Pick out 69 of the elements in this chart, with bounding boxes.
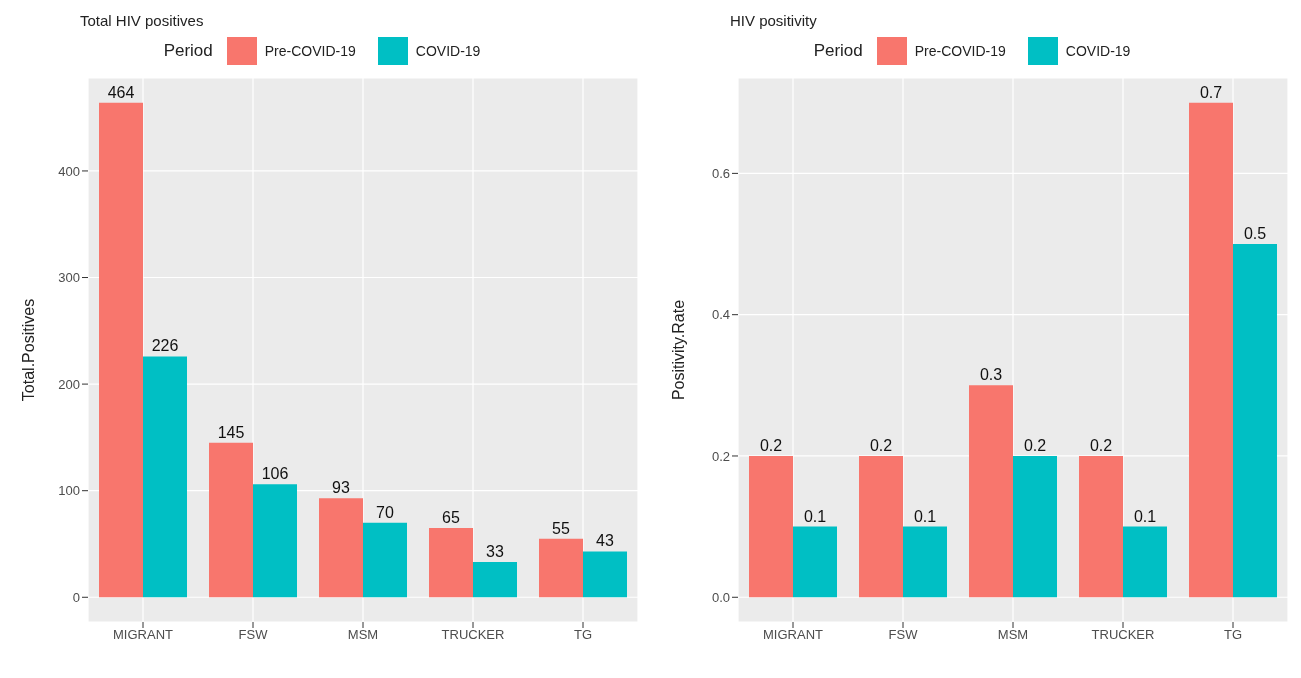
x-tick-label: MIGRANT xyxy=(763,627,824,643)
x-tick-label: MIGRANT xyxy=(113,627,174,643)
data-label: 0.5 xyxy=(1243,225,1267,243)
y-tick-label: 200 xyxy=(58,376,80,392)
x-tick-label: TRUCKER xyxy=(1091,627,1155,643)
data-label: 226 xyxy=(151,337,179,355)
data-label: 0.1 xyxy=(1133,507,1157,525)
data-label: 145 xyxy=(217,423,245,441)
data-label: 70 xyxy=(376,503,394,521)
bar xyxy=(969,385,1013,598)
bar xyxy=(793,526,837,598)
data-label: 0.2 xyxy=(869,436,893,454)
data-label: 43 xyxy=(596,532,614,550)
bar xyxy=(209,442,253,598)
data-label: 0.7 xyxy=(1199,83,1223,101)
data-label: 65 xyxy=(442,508,460,526)
y-tick-label: 400 xyxy=(58,163,80,179)
legend-title: Period xyxy=(163,41,213,61)
y-tick-label: 0.4 xyxy=(711,307,730,323)
x-tick-label: TRUCKER xyxy=(441,627,505,643)
data-label: 0.1 xyxy=(913,507,937,525)
data-label: 464 xyxy=(107,83,135,101)
bar xyxy=(1189,102,1233,598)
data-label: 0.2 xyxy=(1023,436,1047,454)
x-tick-label: MSM xyxy=(347,627,379,643)
data-label: 0.3 xyxy=(979,366,1003,384)
bar xyxy=(1123,526,1167,598)
bar xyxy=(143,356,187,598)
bar xyxy=(903,526,947,598)
y-tick-label: 0.2 xyxy=(711,448,730,464)
y-tick-label: 0.0 xyxy=(711,589,730,605)
bar xyxy=(99,102,143,598)
bar xyxy=(319,498,363,598)
bar xyxy=(1233,244,1277,598)
bar xyxy=(1013,455,1057,598)
bar xyxy=(429,527,473,598)
legend-label: COVID-19 xyxy=(1065,43,1131,59)
legend-label: COVID-19 xyxy=(415,43,481,59)
bar xyxy=(583,551,627,598)
y-axis-title: Positivity.Rate xyxy=(669,299,687,401)
legend-title: Period xyxy=(813,41,863,61)
bar xyxy=(539,538,583,598)
data-label: 0.2 xyxy=(1089,436,1113,454)
y-tick-label: 100 xyxy=(58,483,80,499)
x-tick-label: TG xyxy=(1223,627,1243,643)
y-axis-title: Total.Positives xyxy=(19,298,37,402)
legend-label: Pre-COVID-19 xyxy=(264,43,356,59)
x-tick-label: FSW xyxy=(238,627,269,643)
x-tick-label: MSM xyxy=(997,627,1029,643)
bar xyxy=(363,522,407,598)
y-tick-label: 0 xyxy=(72,589,80,605)
data-label: 0.1 xyxy=(803,507,827,525)
y-tick-label: 0.6 xyxy=(711,165,730,181)
bar xyxy=(1079,455,1123,598)
chart-title: HIV positivity xyxy=(729,11,818,31)
y-tick-label: 300 xyxy=(58,270,80,286)
data-label: 106 xyxy=(261,465,289,483)
data-label: 93 xyxy=(332,479,350,497)
data-label: 33 xyxy=(486,543,504,561)
bar xyxy=(749,455,793,598)
chart-title: Total HIV positives xyxy=(79,11,205,31)
x-tick-label: FSW xyxy=(888,627,919,643)
x-tick-label: TG xyxy=(573,627,593,643)
legend-label: Pre-COVID-19 xyxy=(914,43,1006,59)
data-label: 55 xyxy=(552,519,570,537)
bar xyxy=(859,455,903,598)
data-label: 0.2 xyxy=(759,436,783,454)
bar xyxy=(253,484,297,598)
bar xyxy=(473,562,517,598)
